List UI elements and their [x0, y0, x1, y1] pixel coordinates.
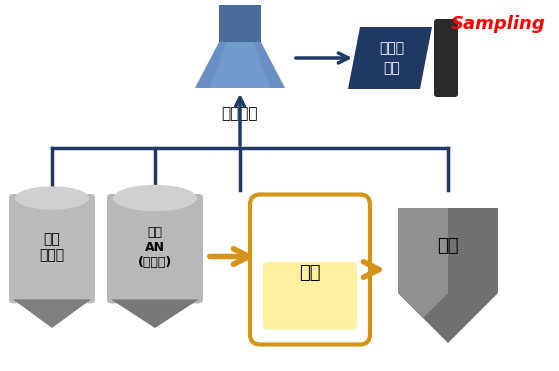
FancyBboxPatch shape — [250, 194, 370, 345]
Polygon shape — [398, 208, 448, 318]
Text: 용제
AN
(모노머): 용제 AN (모노머) — [138, 226, 172, 269]
FancyBboxPatch shape — [107, 194, 203, 303]
FancyBboxPatch shape — [9, 194, 95, 303]
Text: 저장: 저장 — [437, 237, 459, 255]
Polygon shape — [13, 299, 91, 328]
Polygon shape — [111, 299, 199, 328]
FancyBboxPatch shape — [434, 19, 458, 97]
Text: 스크러버: 스크러버 — [222, 106, 258, 121]
Text: 용제
개시제: 용제 개시제 — [40, 232, 64, 263]
FancyBboxPatch shape — [263, 262, 357, 329]
Polygon shape — [219, 5, 261, 42]
Polygon shape — [398, 208, 498, 343]
Text: 활성탄
흡착: 활성탄 흡착 — [380, 41, 405, 75]
Polygon shape — [348, 27, 432, 89]
Ellipse shape — [113, 185, 197, 211]
Polygon shape — [210, 42, 270, 88]
Text: Sampling: Sampling — [451, 15, 546, 33]
Polygon shape — [195, 42, 285, 88]
Ellipse shape — [15, 186, 89, 210]
Text: 반응: 반응 — [299, 265, 321, 282]
